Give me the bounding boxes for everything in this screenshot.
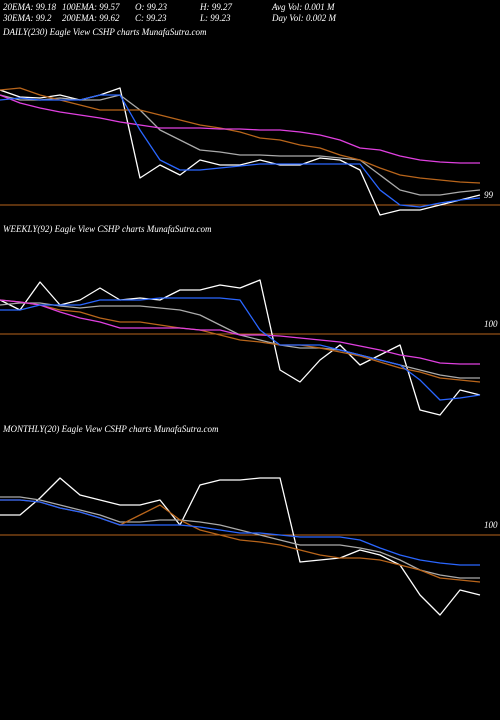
series-line [0, 94, 481, 196]
chart-title: MONTHLY(20) Eagle View CSHP charts Munaf… [2, 424, 219, 434]
y-tick-label: 100 [484, 520, 498, 530]
series-line [0, 297, 481, 401]
stat: 20EMA: 99.18 [3, 2, 56, 12]
stat: 30EMA: 99.2 [2, 13, 52, 23]
series-line [0, 94, 480, 164]
series-line [0, 499, 480, 566]
stat: Avg Vol: 0.001 M [271, 2, 335, 12]
stat: 100EMA: 99.57 [62, 2, 120, 12]
series-line [0, 299, 481, 383]
stat: C: 99.23 [135, 13, 167, 23]
y-tick-label: 100 [484, 319, 498, 329]
series-line [0, 299, 480, 365]
series-line [0, 496, 480, 579]
series-line [0, 499, 481, 583]
y-tick-label: 99 [484, 190, 494, 200]
chart-title: DAILY(230) Eagle View CSHP charts Munafa… [2, 27, 207, 37]
series-line [0, 87, 481, 184]
series-line [0, 477, 481, 616]
stat: Day Vol: 0.002 M [271, 13, 336, 23]
stat: L: 99.23 [199, 13, 231, 23]
stat: H: 99.27 [199, 2, 232, 12]
chart-title: WEEKLY(92) Eagle View CSHP charts Munafa… [3, 224, 212, 234]
series-line [0, 87, 481, 216]
stat: O: 99.23 [135, 2, 167, 12]
stat: 200EMA: 99.62 [62, 13, 120, 23]
series-line [0, 279, 481, 416]
series-line [0, 94, 481, 208]
